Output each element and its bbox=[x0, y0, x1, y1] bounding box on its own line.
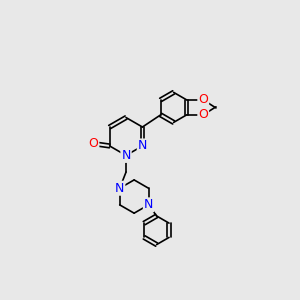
Text: O: O bbox=[88, 137, 98, 150]
Text: N: N bbox=[115, 182, 124, 195]
Text: N: N bbox=[121, 149, 131, 162]
Text: O: O bbox=[198, 93, 208, 106]
Text: N: N bbox=[144, 198, 153, 212]
Text: N: N bbox=[138, 140, 147, 152]
Text: O: O bbox=[198, 108, 208, 122]
